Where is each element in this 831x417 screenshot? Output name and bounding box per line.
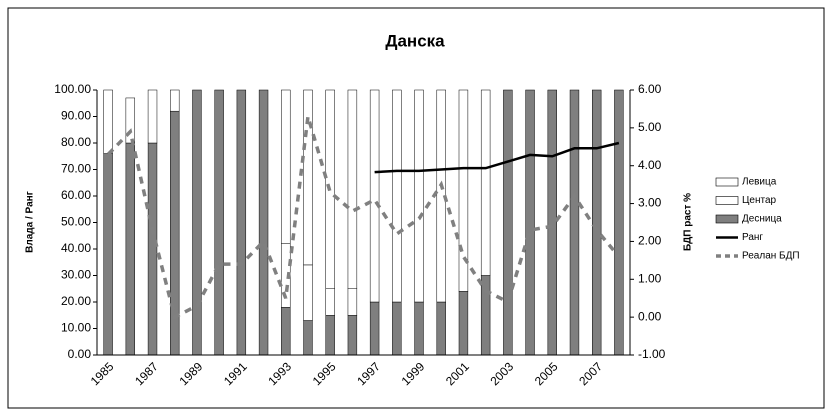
y-tick-label: 10.00 [61, 321, 91, 335]
y2-tick-label: 6.00 [638, 82, 662, 96]
bar [347, 89, 358, 289]
legend-swatch [715, 177, 739, 187]
y2-label: БДП раст % [683, 193, 694, 251]
bar [392, 89, 402, 303]
line [374, 141, 620, 174]
bar [192, 89, 202, 356]
y-label: Влада / Ранг [25, 191, 36, 253]
y2-tick-label: 5.00 [638, 120, 662, 134]
bar [303, 264, 313, 321]
bar [325, 315, 335, 356]
bar [525, 89, 535, 356]
bar [614, 89, 624, 356]
bar [147, 142, 158, 356]
y-tick-label: 80.00 [61, 135, 91, 149]
y-tick-label: 50.00 [61, 215, 91, 229]
bar [591, 89, 602, 356]
bar [480, 275, 491, 356]
y2-tick-label: 2.00 [638, 234, 662, 248]
y-tick-label: 20.00 [61, 294, 91, 308]
bar [236, 89, 247, 356]
y2-tick-label: 3.00 [638, 196, 662, 210]
bar [458, 291, 469, 356]
y-tick-label: 100.00 [54, 82, 91, 96]
bar [547, 89, 557, 356]
bar [480, 89, 491, 276]
y2-tick-label: -1.00 [638, 347, 666, 361]
legend-swatch [715, 196, 739, 205]
bar [103, 89, 113, 154]
bar [503, 89, 513, 356]
dashed-line [106, 116, 621, 320]
legend-label: Ранг [742, 232, 763, 243]
y-tick-label: 40.00 [61, 241, 91, 255]
bar [325, 288, 335, 316]
bar [147, 89, 158, 144]
y2-tick-label: 4.00 [638, 158, 662, 172]
y2-tick-label: 0.00 [638, 309, 662, 323]
bar [436, 301, 446, 356]
bar [414, 89, 424, 303]
bar [125, 97, 136, 144]
bar [369, 89, 380, 303]
legend-label: Левица [742, 177, 777, 188]
legend-label: Центар [742, 195, 777, 206]
legend-label: Десница [742, 214, 782, 225]
bar [170, 89, 180, 112]
bar [347, 288, 358, 316]
bar [414, 301, 424, 356]
bar [258, 89, 269, 356]
bar [125, 142, 136, 356]
legend-swatch [715, 214, 739, 224]
y-tick-label: 90.00 [61, 109, 91, 123]
bar [347, 315, 358, 356]
bar [569, 89, 580, 356]
bar [458, 89, 469, 292]
bar [214, 89, 224, 356]
chart-title: Данска [385, 31, 445, 50]
bar [281, 307, 291, 356]
bar [392, 301, 402, 356]
y-tick-label: 30.00 [61, 268, 91, 282]
y-tick-label: 60.00 [61, 188, 91, 202]
legend-label: Реалан БДП [742, 251, 800, 262]
bar [103, 153, 113, 356]
y-tick-label: 70.00 [61, 162, 91, 176]
bar [369, 301, 380, 356]
bar [281, 89, 291, 244]
y-tick-label: 0.00 [68, 347, 92, 361]
y2-tick-label: 1.00 [638, 271, 662, 285]
bar [303, 89, 313, 266]
bar [303, 320, 313, 356]
